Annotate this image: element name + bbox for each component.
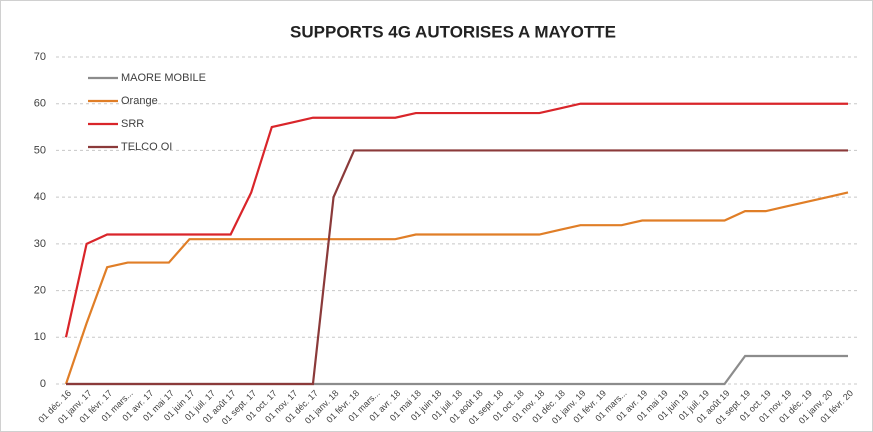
series-line: [66, 149, 848, 386]
y-tick-label: 10: [34, 331, 46, 343]
chart-title: SUPPORTS 4G AUTORISES A MAYOTTE: [290, 22, 616, 41]
y-tick-label: 60: [34, 98, 46, 110]
legend-label: MAORE MOBILE: [121, 72, 206, 84]
legend-label: TELCO OI: [121, 141, 172, 153]
y-tick-label: 70: [34, 51, 46, 63]
y-tick-label: 0: [40, 378, 46, 390]
series-line: [64, 191, 849, 385]
y-tick-label: 50: [34, 144, 46, 156]
y-tick-label: 20: [34, 284, 46, 296]
series-line: [64, 102, 848, 338]
y-tick-label: 40: [34, 191, 46, 203]
legend-label: SRR: [121, 118, 144, 130]
y-tick-label: 30: [34, 238, 46, 250]
legend-label: Orange: [121, 95, 158, 107]
